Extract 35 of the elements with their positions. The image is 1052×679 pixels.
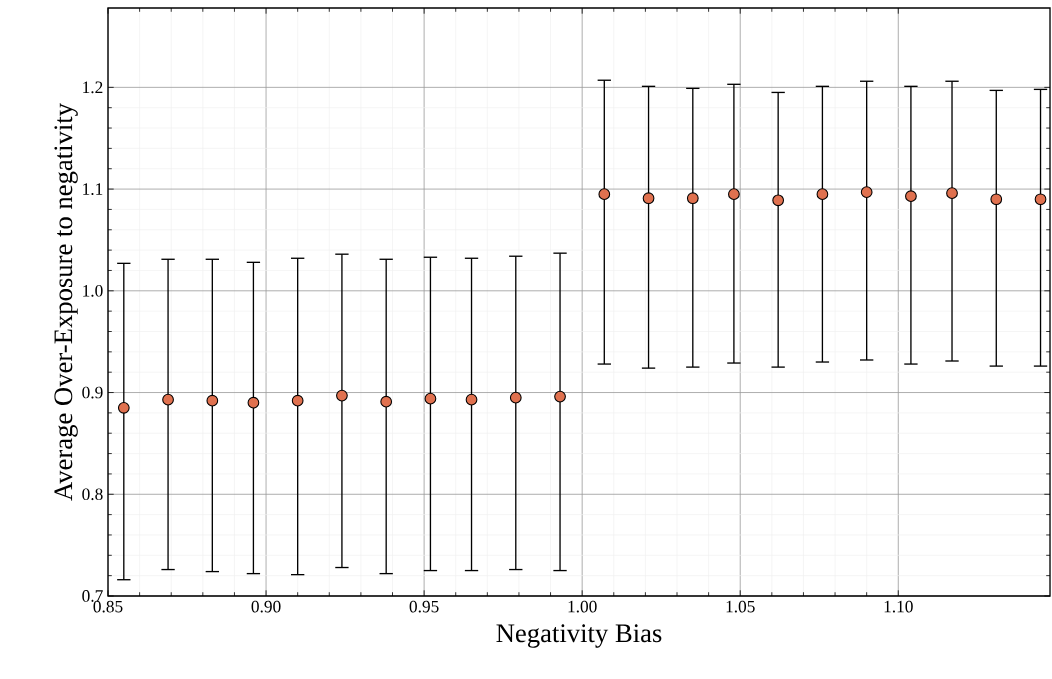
point [117, 401, 130, 414]
point [247, 396, 260, 409]
point [905, 190, 917, 203]
point [728, 188, 740, 201]
point [162, 393, 174, 406]
y-tick-label: 1.1 [83, 183, 103, 195]
y-tick-label: 1.2 [83, 81, 103, 94]
x-axis-title: Negativity Bias [496, 624, 662, 648]
y-tick-label: 0.9 [82, 386, 103, 399]
point [336, 389, 348, 402]
x-tick-label: 1.10 [884, 600, 913, 613]
point [860, 186, 873, 199]
point [816, 188, 829, 201]
x-tick-label: 0.95 [409, 600, 439, 613]
y-tick-label: 1.0 [83, 284, 103, 297]
point [465, 393, 478, 406]
x-tick-label: 1.00 [568, 600, 597, 613]
x-tick-label: 1.05 [726, 600, 755, 613]
point [291, 394, 304, 407]
y-tick-label: 0.8 [82, 488, 103, 501]
point [554, 390, 566, 403]
point [946, 187, 958, 200]
x-tick-label: 0.85 [93, 600, 123, 613]
point [990, 193, 1003, 206]
point [424, 392, 437, 405]
point [509, 391, 522, 404]
y-tick-label: 0.7 [82, 590, 103, 602]
point [206, 394, 219, 407]
x-tick-label: 0.90 [251, 600, 281, 613]
y-axis-title: Average Over-Exposure to negativity [54, 103, 78, 501]
point [642, 192, 655, 205]
point [686, 192, 699, 205]
point [380, 395, 393, 408]
point [772, 194, 785, 207]
point [598, 188, 611, 201]
